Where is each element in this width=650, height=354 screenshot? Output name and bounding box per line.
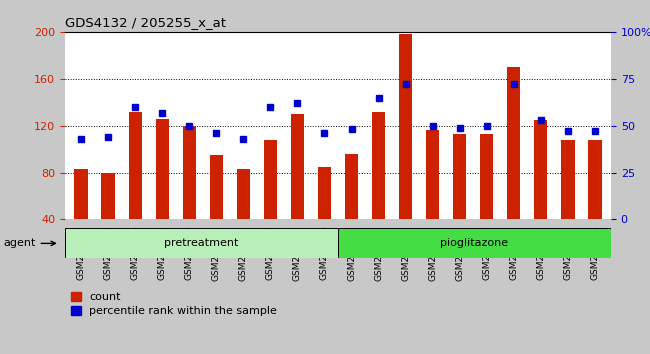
Bar bbox=[588, 140, 601, 219]
Bar bbox=[209, 155, 223, 219]
Bar bbox=[318, 167, 332, 219]
Bar bbox=[155, 119, 169, 219]
Bar bbox=[237, 169, 250, 219]
Bar bbox=[399, 34, 412, 219]
Bar bbox=[372, 112, 385, 219]
Bar bbox=[453, 134, 467, 219]
Bar bbox=[264, 140, 277, 219]
Bar bbox=[291, 114, 304, 219]
Bar bbox=[101, 172, 115, 219]
Bar bbox=[75, 169, 88, 219]
Bar bbox=[534, 120, 547, 219]
Bar bbox=[480, 134, 493, 219]
Bar bbox=[344, 154, 358, 219]
Bar bbox=[561, 140, 575, 219]
Bar bbox=[507, 67, 521, 219]
Text: pioglitazone: pioglitazone bbox=[441, 238, 508, 249]
Text: GDS4132 / 205255_x_at: GDS4132 / 205255_x_at bbox=[65, 16, 226, 29]
Bar bbox=[129, 112, 142, 219]
Bar bbox=[426, 130, 439, 219]
Bar bbox=[183, 126, 196, 219]
Text: agent: agent bbox=[3, 238, 55, 249]
Bar bbox=[338, 228, 611, 258]
Text: pretreatment: pretreatment bbox=[164, 238, 239, 249]
Bar bbox=[65, 228, 338, 258]
Legend: count, percentile rank within the sample: count, percentile rank within the sample bbox=[71, 292, 278, 316]
